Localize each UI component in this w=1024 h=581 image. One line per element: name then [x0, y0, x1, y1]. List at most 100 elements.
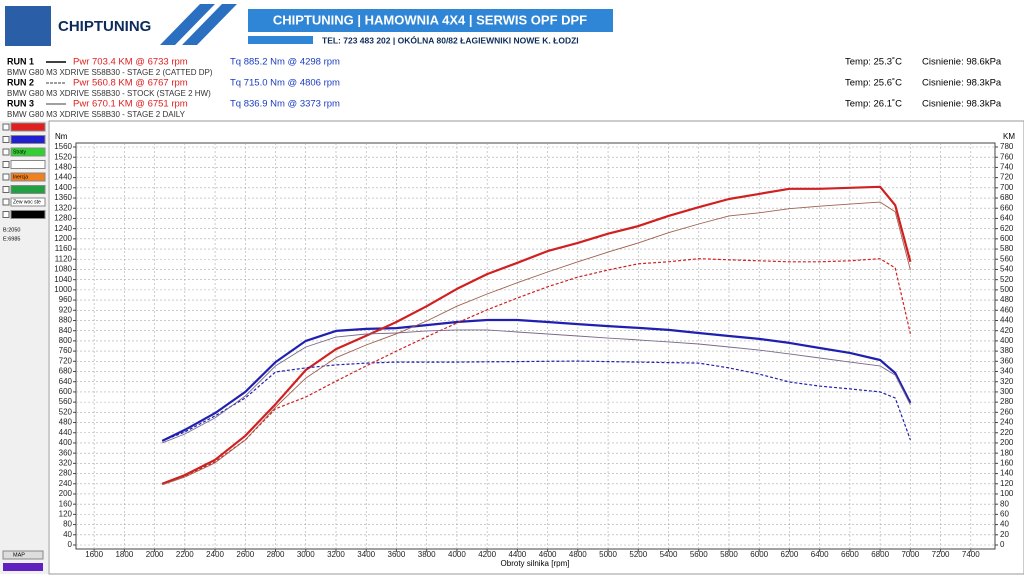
- run-torque: Tq 885.2 Nm @ 4298 rpm: [230, 57, 340, 68]
- y2-tick-label: 120: [1000, 479, 1014, 488]
- x-tick-label: 6800: [871, 550, 889, 559]
- y2-tick-label: 140: [1000, 469, 1014, 478]
- curve: [162, 201, 911, 486]
- checkbox[interactable]: [2, 198, 10, 206]
- end-rpm: E:6985: [3, 236, 20, 242]
- color-swatch: [10, 135, 46, 144]
- checkbox[interactable]: [2, 186, 10, 193]
- run-temp: Temp: 26.1˚C: [845, 99, 902, 110]
- y-tick-label: 760: [59, 346, 73, 355]
- run-pressure: Cisnienie: 98.3kPa: [922, 99, 1002, 110]
- x-tick-label: 3200: [327, 550, 345, 559]
- y-tick-label: 1040: [54, 275, 72, 284]
- checkbox[interactable]: [2, 211, 10, 218]
- y2-tick-label: 520: [1000, 275, 1014, 284]
- y2-tick-label: 600: [1000, 234, 1014, 243]
- run-label: RUN 2: [7, 77, 34, 87]
- x-tick-label: 6200: [781, 550, 799, 559]
- y-tick-label: 480: [59, 418, 73, 427]
- y2-tick-label: 580: [1000, 244, 1014, 253]
- logo-text: CHIPTUNING: [58, 18, 151, 35]
- stripe: [160, 4, 215, 45]
- x-tick-label: 5800: [720, 550, 738, 559]
- y2-tick-label: 440: [1000, 316, 1014, 325]
- y2-tick-label: 780: [1000, 142, 1014, 151]
- run-label: RUN 1: [7, 56, 34, 66]
- y-tick-label: 920: [59, 305, 73, 314]
- run-temp: Temp: 25.3˚C: [845, 57, 902, 68]
- x-tick-label: 6400: [811, 550, 829, 559]
- stripe: [182, 4, 237, 45]
- x-tick-label: 7400: [962, 550, 980, 559]
- map-button[interactable]: [2, 550, 44, 560]
- checkbox[interactable]: [2, 123, 10, 131]
- y2-tick-label: 760: [1000, 152, 1014, 161]
- run-label: RUN 3: [7, 98, 34, 108]
- y2-tick-label: 220: [1000, 428, 1014, 437]
- color-swatch: [10, 147, 46, 157]
- side-panel: [0, 121, 48, 574]
- y2-tick-label: 500: [1000, 285, 1014, 294]
- color-swatch: [10, 185, 46, 194]
- y-tick-label: 160: [59, 499, 73, 508]
- y2-tick-label: 540: [1000, 265, 1014, 274]
- y-tick-label: 240: [59, 479, 73, 488]
- y2-tick-label: 320: [1000, 377, 1014, 386]
- run-torque: Tq 715.0 Nm @ 4806 rpm: [230, 78, 340, 89]
- y-tick-label: 520: [59, 407, 73, 416]
- y2-axis-label: KM: [1003, 132, 1015, 141]
- checkbox[interactable]: [2, 136, 10, 143]
- plot-frame: [75, 142, 996, 550]
- curve: [161, 185, 912, 485]
- y-tick-label: 320: [59, 458, 73, 467]
- x-tick-label: 3400: [357, 550, 375, 559]
- y2-tick-label: 0: [1000, 540, 1005, 549]
- x-tick-label: 2400: [206, 550, 224, 559]
- x-tick-label: 2800: [267, 550, 285, 559]
- curve: [161, 318, 912, 442]
- x-tick-label: 2600: [236, 550, 254, 559]
- y-tick-label: 1080: [54, 265, 72, 274]
- x-tick-label: 2000: [146, 550, 164, 559]
- y-tick-label: 720: [59, 356, 73, 365]
- color-swatch: [10, 197, 46, 207]
- x-tick-label: 6000: [750, 550, 768, 559]
- y-tick-label: 1120: [55, 254, 73, 263]
- y2-tick-label: 380: [1000, 346, 1014, 355]
- y2-tick-label: 80: [1000, 499, 1009, 508]
- y-tick-label: 560: [59, 397, 73, 406]
- contact: TEL: 723 483 202 | OKÓLNA 80/82 ŁAGIEWNI…: [322, 34, 579, 45]
- y-tick-label: 840: [59, 326, 73, 335]
- y-tick-label: 40: [63, 530, 72, 539]
- panel-item: Inercja: [13, 174, 28, 180]
- checkbox[interactable]: [2, 148, 10, 156]
- run-desc: BMW G80 M3 XDRIVE S58B30 - STOCK (STAGE …: [7, 89, 211, 98]
- curve: [162, 258, 911, 485]
- begin-rpm: B:2050: [3, 227, 20, 233]
- y2-tick-label: 260: [1000, 407, 1014, 416]
- y-tick-label: 1000: [54, 285, 72, 294]
- banner: [248, 9, 613, 32]
- y-tick-label: 1240: [54, 224, 72, 233]
- y-tick-label: 800: [59, 336, 73, 345]
- run-desc: BMW G80 M3 XDRIVE S58B30 - STAGE 2 (CATT…: [7, 68, 213, 77]
- y-tick-label: 0: [68, 540, 73, 549]
- y-tick-label: 400: [59, 438, 73, 447]
- y2-tick-label: 680: [1000, 193, 1014, 202]
- y-tick-label: 1320: [54, 203, 72, 212]
- checkbox[interactable]: [2, 173, 10, 181]
- y-tick-label: 1440: [54, 173, 72, 182]
- y2-tick-label: 300: [1000, 387, 1014, 396]
- x-tick-label: 3800: [418, 550, 436, 559]
- x-tick-label: 4800: [569, 550, 587, 559]
- map-label: MAP: [13, 552, 25, 558]
- run-pressure: Cisnienie: 98.3kPa: [922, 78, 1002, 89]
- y2-tick-label: 360: [1000, 356, 1014, 365]
- checkbox[interactable]: [2, 161, 10, 168]
- curve: [161, 360, 911, 442]
- run-temp: Temp: 25.6˚C: [845, 78, 902, 89]
- y2-tick-label: 60: [1000, 509, 1009, 518]
- y-tick-label: 280: [59, 469, 73, 478]
- run-torque: Tq 836.9 Nm @ 3373 rpm: [230, 99, 340, 110]
